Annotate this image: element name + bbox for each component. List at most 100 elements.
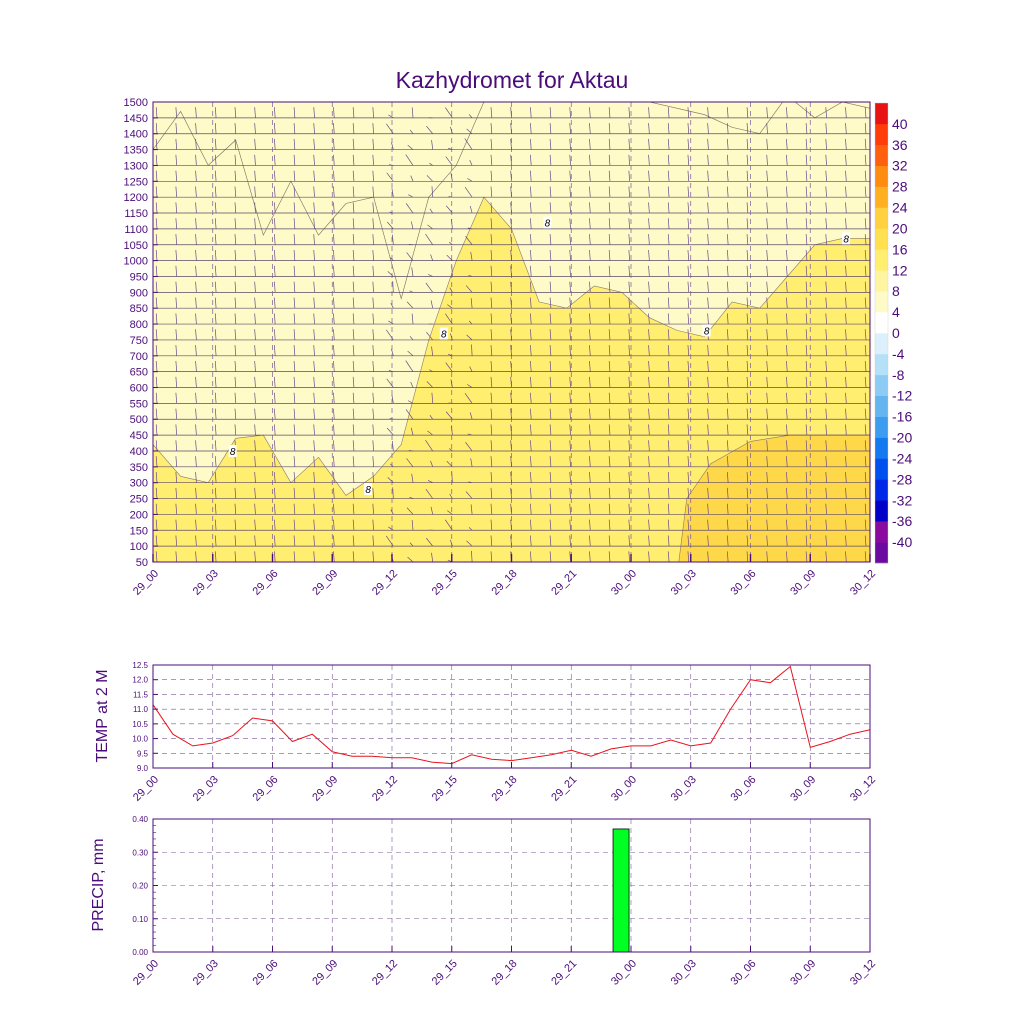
colorbar-swatch <box>875 312 888 334</box>
wind-barb <box>648 392 650 404</box>
precip-y-axis: 0.40 0.30 0.20 0.10 0.00 <box>132 815 158 957</box>
wind-barb <box>293 281 296 293</box>
wind-barb <box>490 249 493 261</box>
wind-barb <box>786 392 788 404</box>
wind-barb <box>805 487 808 499</box>
wind-barb <box>648 487 650 499</box>
wind-barb <box>313 297 315 309</box>
wind-barb <box>254 345 256 356</box>
wind-barb <box>825 487 827 499</box>
wind-barb <box>274 265 276 277</box>
wind-barb <box>825 170 827 182</box>
wind-barb <box>766 170 768 182</box>
colorbar-label: -4 <box>892 346 905 362</box>
wind-barb <box>313 186 315 198</box>
wind-barb <box>766 392 768 404</box>
temp-y-axis: 12.5 12.0 11.5 11.0 10.5 10.0 9.5 9.0 <box>132 661 158 773</box>
wind-barb <box>214 202 217 214</box>
precip-grid <box>152 818 871 953</box>
wind-barb <box>648 154 650 166</box>
wind-barb <box>726 123 729 134</box>
wind-barb <box>726 234 729 245</box>
wind-barb <box>234 329 237 340</box>
wind-barb <box>687 329 690 340</box>
wind-barb <box>333 440 335 451</box>
wind-barb <box>293 503 296 515</box>
wind-barb <box>468 275 473 277</box>
wind-barb <box>175 265 178 277</box>
wind-barb <box>628 138 631 150</box>
wind-barb <box>195 313 197 325</box>
wind-barb <box>530 551 532 562</box>
colorbar-swatch <box>875 270 888 292</box>
wind-barb <box>175 519 178 531</box>
wind-barb <box>667 535 670 547</box>
wind-barb <box>333 281 335 293</box>
x-tick-label: 29_09 <box>310 568 340 598</box>
colorbar-label: 0 <box>892 325 900 341</box>
wind-barb <box>746 202 749 214</box>
wind-barb <box>628 408 631 420</box>
wind-barb <box>746 456 749 467</box>
wind-barb <box>845 519 847 531</box>
wind-barb <box>510 329 512 340</box>
x-tick-label: 30_03 <box>669 568 699 598</box>
wind-barb <box>510 154 512 166</box>
wind-barb <box>549 408 552 420</box>
wind-barb <box>234 376 237 388</box>
wind-barb <box>707 107 709 118</box>
wind-barb <box>490 154 493 166</box>
wind-barb <box>390 302 394 309</box>
wind-barb <box>569 360 571 372</box>
wind-barb <box>667 234 670 245</box>
wind-barb <box>786 102 788 103</box>
x-tick-label: 29_21 <box>549 568 579 598</box>
wind-barb <box>845 408 847 420</box>
wind-barb <box>569 519 571 531</box>
wind-barb <box>628 297 631 309</box>
wind-barb <box>845 487 847 499</box>
wind-barb <box>726 487 729 499</box>
wind-barb <box>608 472 611 483</box>
wind-barb <box>589 440 591 451</box>
wind-barb <box>608 297 611 309</box>
wind-barb <box>707 281 709 293</box>
wind-barb <box>175 123 178 134</box>
wind-barb <box>726 297 729 309</box>
wind-barb <box>405 360 414 372</box>
wind-barb <box>195 297 197 309</box>
wind-barb <box>234 519 237 531</box>
precip-bars <box>612 828 630 953</box>
colorbar-swatch <box>875 353 888 376</box>
wind-barb <box>388 114 394 119</box>
x-tick-label: 29_15 <box>430 568 460 598</box>
wind-barb <box>313 503 315 515</box>
wind-barb <box>687 123 690 134</box>
main-y-axis: 1500 1450 1400 1350 1300 1250 1200 1150 1100 1050… <box>124 97 158 569</box>
wind-barb <box>805 392 808 404</box>
y-tick-label: 0.10 <box>132 915 148 924</box>
wind-barb <box>667 297 670 309</box>
wind-barb <box>786 535 788 547</box>
x-tick-label: 29_00 <box>131 774 161 804</box>
wind-barb <box>410 381 414 388</box>
wind-barb <box>254 408 256 420</box>
wind-barb <box>569 392 571 404</box>
precip-y-axis-label: PRECIP, mm <box>90 838 107 931</box>
wind-barb <box>687 345 690 356</box>
wind-barb <box>234 123 237 134</box>
wind-barb <box>648 535 650 547</box>
wind-barb <box>293 123 296 134</box>
wind-barb <box>687 376 690 388</box>
wind-barb <box>313 376 315 388</box>
wind-barb <box>471 102 473 103</box>
wind-barb <box>411 313 414 325</box>
wind-barb <box>687 281 690 293</box>
wind-barb <box>175 186 178 198</box>
wind-barb <box>628 154 631 166</box>
wind-barb <box>293 551 296 562</box>
wind-barb <box>469 412 473 420</box>
wind-barb <box>195 424 197 436</box>
wind-barb <box>786 360 788 372</box>
